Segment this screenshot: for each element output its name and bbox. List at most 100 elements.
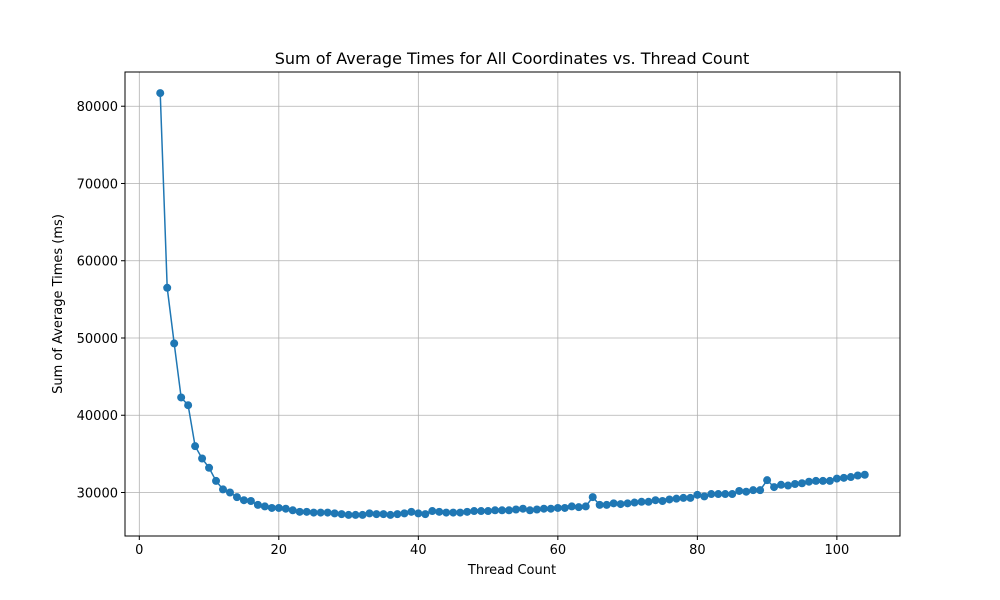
marker xyxy=(414,509,423,518)
marker xyxy=(267,503,276,512)
x-tick-label: 100 xyxy=(824,543,849,558)
marker xyxy=(742,487,751,496)
marker xyxy=(602,500,611,509)
marker xyxy=(546,504,555,513)
marker xyxy=(170,339,179,348)
marker xyxy=(581,502,590,511)
marker xyxy=(198,454,207,463)
line xyxy=(159,93,865,516)
marker xyxy=(232,493,241,502)
marker xyxy=(553,503,562,512)
marker xyxy=(358,510,367,519)
marker xyxy=(386,510,395,519)
marker xyxy=(344,510,353,519)
marker xyxy=(735,486,744,495)
marker xyxy=(825,476,834,485)
marker xyxy=(442,508,451,517)
marker xyxy=(672,494,681,503)
marker xyxy=(791,480,800,489)
marker xyxy=(630,498,639,507)
marker xyxy=(253,500,262,509)
marker xyxy=(686,493,695,502)
marker xyxy=(491,506,500,515)
marker xyxy=(428,507,437,516)
marker xyxy=(756,486,765,495)
marker xyxy=(393,510,402,519)
marker xyxy=(246,497,255,506)
marker xyxy=(532,505,541,514)
marker xyxy=(212,476,221,485)
marker xyxy=(797,479,806,488)
marker xyxy=(860,470,869,479)
marker xyxy=(470,507,479,516)
marker xyxy=(449,508,458,517)
marker xyxy=(309,508,318,517)
marker xyxy=(184,401,193,410)
marker xyxy=(435,507,444,516)
y-tick-label: 60000 xyxy=(77,255,118,270)
y-tick-label: 40000 xyxy=(77,409,118,424)
marker xyxy=(644,497,653,506)
y-tick-label: 80000 xyxy=(77,100,118,115)
marker xyxy=(658,497,667,506)
marker xyxy=(728,490,737,499)
marker xyxy=(763,476,772,485)
plot-frame xyxy=(124,71,901,537)
marker xyxy=(372,510,381,519)
marker xyxy=(770,483,779,492)
marker xyxy=(379,510,388,519)
marker xyxy=(302,507,311,516)
x-tick-label: 0 xyxy=(135,543,143,558)
x-tick-label: 60 xyxy=(550,543,567,558)
x-tick-label: 40 xyxy=(410,543,427,558)
marker xyxy=(239,496,248,505)
marker xyxy=(707,490,716,499)
marker xyxy=(456,508,465,517)
marker xyxy=(777,480,786,489)
marker xyxy=(567,502,576,511)
marker xyxy=(539,504,548,513)
marker xyxy=(595,500,604,509)
marker xyxy=(260,502,269,511)
marker xyxy=(839,473,848,482)
marker xyxy=(714,490,723,499)
x-tick-label: 80 xyxy=(689,543,706,558)
marker xyxy=(505,506,514,515)
x-axis-label: Thread Count xyxy=(467,563,556,578)
marker xyxy=(498,506,507,515)
marker xyxy=(846,473,855,482)
marker xyxy=(323,508,332,517)
chart-title: Sum of Average Times for All Coordinates… xyxy=(275,49,750,68)
marker xyxy=(637,497,646,506)
marker xyxy=(623,499,632,508)
marker xyxy=(616,500,625,509)
marker xyxy=(651,496,660,505)
marker xyxy=(560,503,569,512)
marker xyxy=(665,495,674,504)
marker xyxy=(525,506,534,515)
marker xyxy=(784,481,793,490)
marker xyxy=(721,490,730,499)
marker xyxy=(853,471,862,480)
marker xyxy=(421,510,430,519)
y-tick-label: 30000 xyxy=(77,487,118,502)
y-tick-label: 50000 xyxy=(77,332,118,347)
marker xyxy=(609,499,618,508)
marker xyxy=(574,503,583,512)
marker xyxy=(804,477,813,486)
marker xyxy=(832,474,841,483)
marker xyxy=(365,509,374,518)
marker xyxy=(477,507,486,516)
marker xyxy=(351,510,360,519)
marker xyxy=(811,476,820,485)
marker xyxy=(330,509,339,518)
marker xyxy=(700,492,709,501)
marker xyxy=(316,508,325,517)
x-tick-label: 20 xyxy=(271,543,288,558)
marker xyxy=(518,504,527,513)
marker xyxy=(177,393,186,402)
marker xyxy=(400,509,409,518)
marker xyxy=(818,476,827,485)
marker xyxy=(295,507,304,516)
